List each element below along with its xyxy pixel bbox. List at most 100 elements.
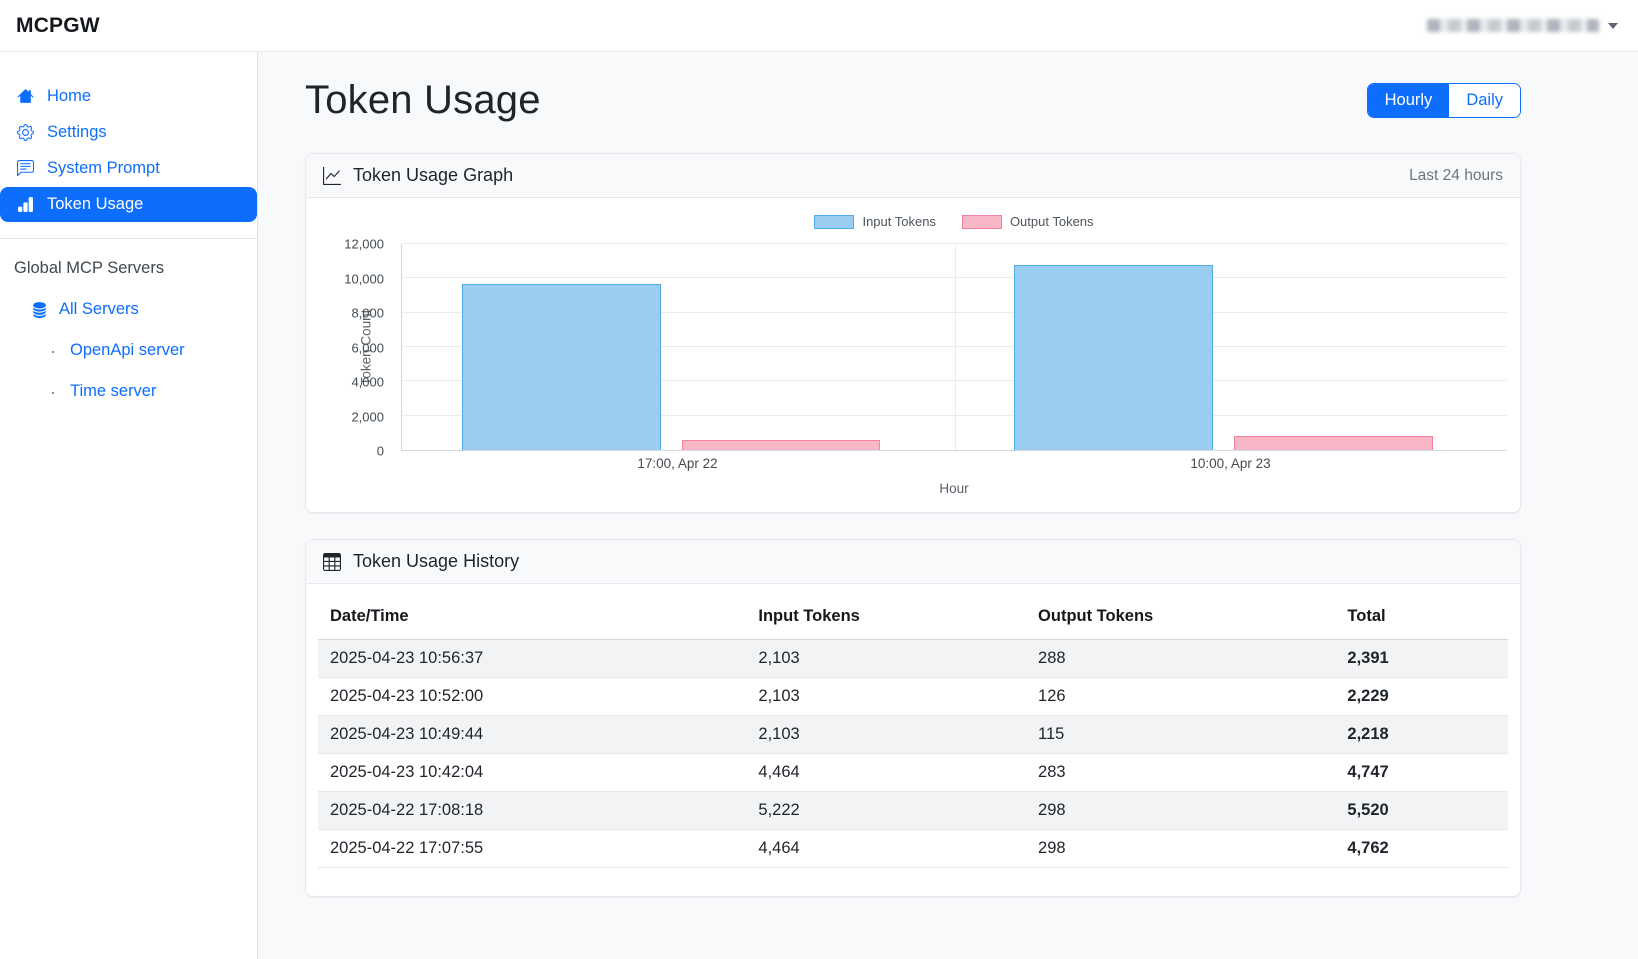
table-cell: 4,464: [746, 753, 1027, 792]
user-email-redacted: [1427, 19, 1599, 32]
x-axis-title: Hour: [939, 481, 969, 496]
column-header-input-tokens: Input Tokens: [746, 594, 1027, 640]
output-tokens-bar: [681, 439, 881, 450]
table-row: 2025-04-23 10:49:44 2,103 115 2,218: [318, 715, 1508, 754]
sidebar-item-token-usage[interactable]: Token Usage: [0, 187, 257, 222]
daily-button[interactable]: Daily: [1449, 84, 1520, 117]
vertical-gridline: [954, 244, 956, 450]
sidebar-item-time-server[interactable]: · Time server: [0, 374, 257, 409]
x-tick-label: 10:00, Apr 23: [1190, 456, 1271, 471]
sidebar-item-label: Time server: [70, 382, 157, 400]
table-icon: [323, 552, 341, 571]
history-table-body: 2025-04-23 10:56:37 2,103 288 2,391 2025-04-…: [318, 639, 1508, 868]
legend-label: Input Tokens: [862, 214, 936, 229]
line-chart-icon: [323, 166, 341, 185]
gear-icon: [17, 124, 34, 141]
history-table: Date/Time Input Tokens Output Tokens Tot…: [318, 594, 1508, 868]
y-tick-label: 12,000: [344, 236, 384, 252]
legend-item[interactable]: Input Tokens: [814, 214, 936, 229]
sidebar-item-system-prompt[interactable]: System Prompt: [0, 151, 257, 186]
table-cell: 2,103: [746, 639, 1027, 678]
gridline: [402, 277, 1507, 279]
y-tick-label: 4,000: [351, 374, 384, 390]
sidebar-item-all-servers[interactable]: All Servers: [0, 292, 257, 327]
table-cell: 4,762: [1335, 829, 1508, 868]
table-cell: 2025-04-23 10:52:00: [318, 677, 747, 716]
table-cell: 2,391: [1335, 639, 1508, 678]
bullet-icon: ·: [50, 381, 56, 402]
interval-toggle: Hourly Daily: [1366, 83, 1521, 118]
token-usage-graph-card: Token Usage Graph Last 24 hours Input To…: [305, 153, 1521, 513]
table-cell: 2025-04-23 10:49:44: [318, 715, 747, 754]
app-logo: MCPGW: [16, 13, 100, 37]
table-cell: 298: [1026, 829, 1336, 868]
gridline: [402, 311, 1507, 313]
gridline: [402, 346, 1507, 347]
y-tick-label: 8,000: [351, 305, 384, 321]
table-cell: 2025-04-23 10:42:04: [318, 753, 747, 792]
sidebar-item-label: Settings: [47, 123, 107, 141]
graph-card-header: Token Usage Graph Last 24 hours: [306, 154, 1520, 198]
bullet-icon: ·: [50, 340, 56, 361]
history-card-title: Token Usage History: [353, 551, 520, 571]
graph-range-label: Last 24 hours: [1409, 166, 1503, 184]
table-row: 2025-04-23 10:56:37 2,103 288 2,391: [318, 639, 1508, 678]
table-cell: 2025-04-22 17:07:55: [318, 829, 747, 868]
topbar: MCPGW: [0, 0, 1638, 52]
sidebar-section-title: Global MCP Servers: [14, 259, 165, 277]
x-tick-label: 17:00, Apr 22: [637, 456, 718, 471]
table-row: 2025-04-23 10:52:00 2,103 126 2,229: [318, 677, 1508, 716]
page-title: Token Usage: [305, 78, 541, 122]
output-tokens-bar: [1234, 436, 1433, 450]
sidebar-item-label: System Prompt: [47, 159, 160, 177]
table-cell: 2025-04-22 17:08:18: [318, 791, 747, 830]
sidebar: Home Settings System Prompt Token Usage …: [0, 52, 258, 959]
sidebar-item-settings[interactable]: Settings: [0, 115, 257, 150]
gridline: [402, 243, 1507, 244]
user-menu[interactable]: [1427, 19, 1618, 32]
table-cell: 288: [1026, 639, 1336, 678]
column-header-output-tokens: Output Tokens: [1026, 594, 1336, 640]
table-cell: 5,520: [1335, 791, 1508, 830]
sidebar-item-label: OpenApi server: [70, 341, 185, 359]
x-axis-ticks: 17:00, Apr 22 10:00, Apr 23: [401, 456, 1507, 474]
home-icon: [17, 89, 34, 103]
database-icon: [33, 302, 46, 318]
table-cell: 5,222: [746, 791, 1027, 830]
input-tokens-bar: [1014, 265, 1214, 450]
input-tokens-bar: [461, 283, 661, 450]
token-usage-history-card: Token Usage History Date/Time Input Toke…: [305, 539, 1521, 897]
main-content: Token Usage Hourly Daily Token Usage Gra…: [258, 52, 1638, 959]
legend-item[interactable]: Output Tokens: [961, 214, 1094, 229]
legend-swatch: [814, 214, 855, 229]
table-cell: 4,747: [1335, 753, 1508, 792]
table-cell: 115: [1026, 715, 1336, 754]
sidebar-item-home[interactable]: Home: [0, 79, 257, 114]
table-cell: 298: [1026, 791, 1336, 830]
gridline: [402, 380, 1507, 382]
y-tick-label: 6,000: [351, 340, 384, 355]
bar-chart-icon: [18, 197, 33, 212]
legend-label: Output Tokens: [1009, 214, 1094, 229]
table-cell: 2025-04-23 10:56:37: [318, 639, 747, 678]
y-tick-label: 2,000: [351, 409, 384, 425]
chart-legend: Input Tokens Output Tokens: [401, 214, 1507, 229]
y-axis-ticks: 0 2,000 4,000 6,000 8,000 10,000 12,000: [306, 237, 394, 459]
hourly-button[interactable]: Hourly: [1367, 84, 1450, 117]
sidebar-item-openapi-server[interactable]: · OpenApi server: [0, 333, 257, 368]
plot-area: [401, 243, 1507, 451]
table-cell: 2,218: [1335, 715, 1508, 754]
table-cell: 2,229: [1335, 677, 1508, 716]
table-cell: 4,464: [746, 829, 1027, 868]
sidebar-item-label: All Servers: [59, 300, 139, 318]
table-cell: 283: [1026, 753, 1336, 792]
caret-down-icon: [1608, 22, 1618, 29]
y-tick-label: 10,000: [344, 271, 384, 286]
table-cell: 126: [1026, 677, 1336, 716]
sidebar-item-label: Token Usage: [47, 195, 144, 213]
history-card-header: Token Usage History: [306, 540, 1520, 584]
y-tick-label: 0: [376, 443, 384, 459]
table-row: 2025-04-22 17:08:18 5,222 298 5,520: [318, 791, 1508, 830]
column-header-total: Total: [1335, 594, 1508, 640]
